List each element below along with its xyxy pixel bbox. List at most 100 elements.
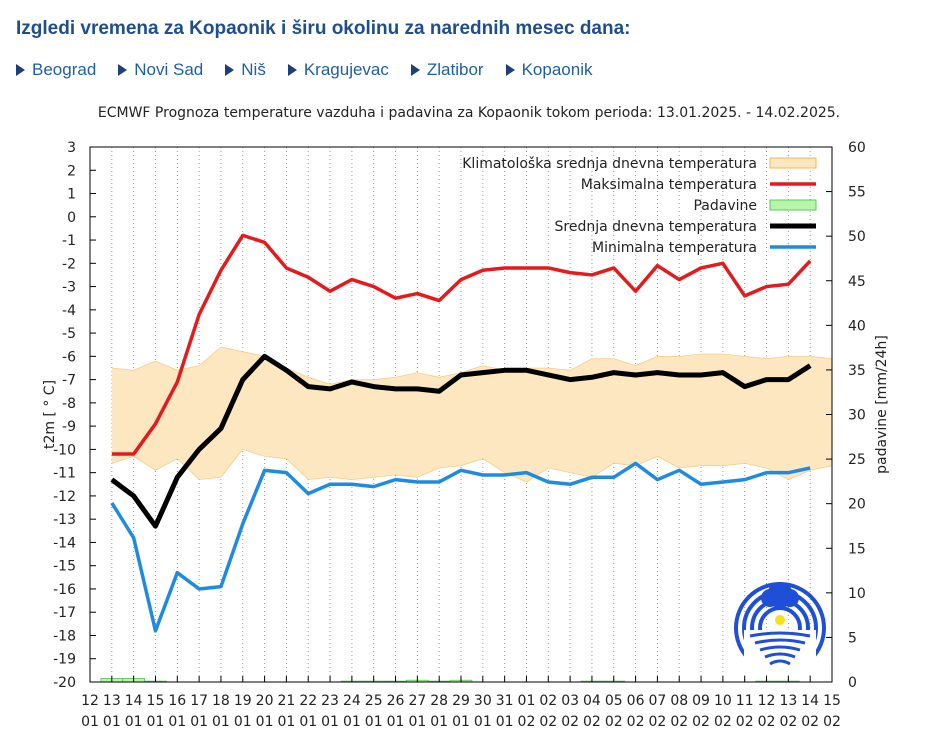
x-tick-day: 30 — [474, 693, 492, 709]
series-line — [111, 233, 812, 456]
nav-link-zlatibor[interactable]: Zlatibor — [410, 60, 484, 80]
x-tick-month: 01 — [299, 714, 317, 730]
y-tick-label: -9 — [62, 419, 76, 435]
y2-tick-label: 15 — [848, 541, 866, 557]
x-tick-month: 01 — [343, 714, 361, 730]
x-tick-day: 26 — [387, 693, 405, 709]
logo-cloud — [781, 589, 799, 607]
y-tick-label: -7 — [62, 373, 76, 389]
x-tick-month: 02 — [758, 714, 776, 730]
x-tick-day: 06 — [627, 693, 645, 709]
x-tick-day: 15 — [147, 693, 165, 709]
series-line — [110, 353, 812, 529]
x-tick-day: 07 — [648, 693, 666, 709]
y-tick-label: -1 — [62, 233, 76, 249]
y-tick-label: -17 — [53, 605, 76, 621]
y2-tick-label: 45 — [848, 274, 866, 290]
y2-tick-label: 5 — [848, 630, 857, 646]
x-tick-day: 05 — [605, 693, 623, 709]
y-tick-label: 1 — [67, 187, 76, 203]
x-tick-day: 01 — [518, 693, 536, 709]
x-tick-month: 01 — [212, 714, 230, 730]
legend-label: Maksimalna temperatura — [581, 177, 757, 193]
ticks-layer: 3210-1-2-3-4-5-6-7-8-9-10-11-12-13-14-15… — [53, 140, 866, 730]
y2-tick-label: 0 — [848, 675, 857, 691]
y-tick-label: -3 — [62, 280, 76, 296]
climate-band-area — [111, 347, 832, 482]
y-tick-label: -18 — [53, 628, 76, 644]
x-tick-day: 14 — [125, 693, 143, 709]
x-tick-day: 25 — [365, 693, 383, 709]
nav-link-label: Niš — [241, 60, 266, 79]
x-tick-day: 13 — [103, 693, 121, 709]
rhmz-logo — [734, 582, 826, 674]
climate-band-layer — [111, 346, 833, 483]
x-tick-day: 22 — [299, 693, 317, 709]
nav-link-novi-sad[interactable]: Novi Sad — [118, 60, 203, 80]
legend-swatch — [769, 157, 817, 169]
y-tick-label: -2 — [62, 256, 76, 272]
x-tick-month: 02 — [539, 714, 557, 730]
logo-sun — [775, 615, 785, 625]
y-tick-label: -19 — [53, 652, 76, 668]
legend: Klimatološka srednja dnevna temperatura M… — [462, 156, 817, 256]
nav-link-label: Kragujevac — [303, 60, 389, 79]
y2-axis-label: padavine [mm/24h] — [874, 335, 890, 474]
x-tick-day: 11 — [736, 693, 754, 709]
climate-band-lower-edge — [111, 448, 833, 483]
series-line — [110, 461, 811, 633]
x-tick-day: 18 — [212, 693, 230, 709]
y-tick-label: -15 — [53, 559, 76, 575]
x-tick-day: 16 — [168, 693, 186, 709]
x-tick-month: 01 — [256, 714, 274, 730]
x-tick-day: 10 — [714, 693, 732, 709]
legend-label: Srednja dnevna temperatura — [555, 219, 757, 235]
y2-tick-label: 50 — [848, 229, 866, 245]
x-tick-day: 02 — [539, 693, 557, 709]
x-tick-day: 31 — [496, 693, 514, 709]
legend-swatch — [769, 199, 817, 211]
x-tick-day: 21 — [277, 693, 295, 709]
x-tick-day: 04 — [583, 693, 601, 709]
x-tick-day: 12 — [81, 693, 99, 709]
legend-label: Klimatološka srednja dnevna temperatura — [462, 156, 757, 172]
logo-cloud — [761, 589, 779, 607]
nav-link-kopaonik[interactable]: Kopaonik — [505, 60, 592, 80]
x-tick-month: 01 — [387, 714, 405, 730]
precipitation-layer — [100, 678, 800, 683]
arrow-right-icon — [118, 64, 128, 76]
x-tick-month: 02 — [561, 714, 579, 730]
x-tick-day: 27 — [408, 693, 426, 709]
nav-link-kragujevac[interactable]: Kragujevac — [287, 60, 389, 80]
x-tick-day: 09 — [692, 693, 710, 709]
x-tick-month: 02 — [518, 714, 536, 730]
logo-wave — [769, 659, 791, 666]
nav-link-nis[interactable]: Niš — [225, 60, 266, 80]
y-tick-label: -8 — [62, 396, 76, 412]
x-tick-month: 01 — [234, 714, 252, 730]
nav-link-label: Zlatibor — [426, 60, 484, 79]
legend-label: Padavine — [693, 198, 757, 214]
nav-link-beograd[interactable]: Beograd — [16, 60, 96, 80]
x-tick-day: 12 — [758, 693, 776, 709]
y-tick-label: -6 — [62, 349, 76, 365]
x-tick-month: 02 — [823, 714, 841, 730]
lines-layer — [110, 233, 812, 633]
x-tick-day: 08 — [670, 693, 688, 709]
y-tick-label: 2 — [67, 163, 76, 179]
y-tick-label: -11 — [53, 466, 76, 482]
x-tick-day: 28 — [430, 693, 448, 709]
x-tick-month: 02 — [670, 714, 688, 730]
x-tick-month: 01 — [496, 714, 514, 730]
page-heading: Izgledi vremena za Kopaonik i širu okoli… — [16, 18, 631, 39]
arrow-right-icon — [505, 64, 515, 76]
arrow-right-icon — [410, 64, 420, 76]
x-tick-month: 01 — [147, 714, 165, 730]
y-tick-label: -5 — [62, 326, 76, 342]
x-tick-day: 19 — [234, 693, 252, 709]
x-tick-day: 14 — [801, 693, 819, 709]
arrow-right-icon — [287, 64, 297, 76]
x-tick-month: 01 — [408, 714, 426, 730]
logo-mask — [744, 630, 816, 674]
